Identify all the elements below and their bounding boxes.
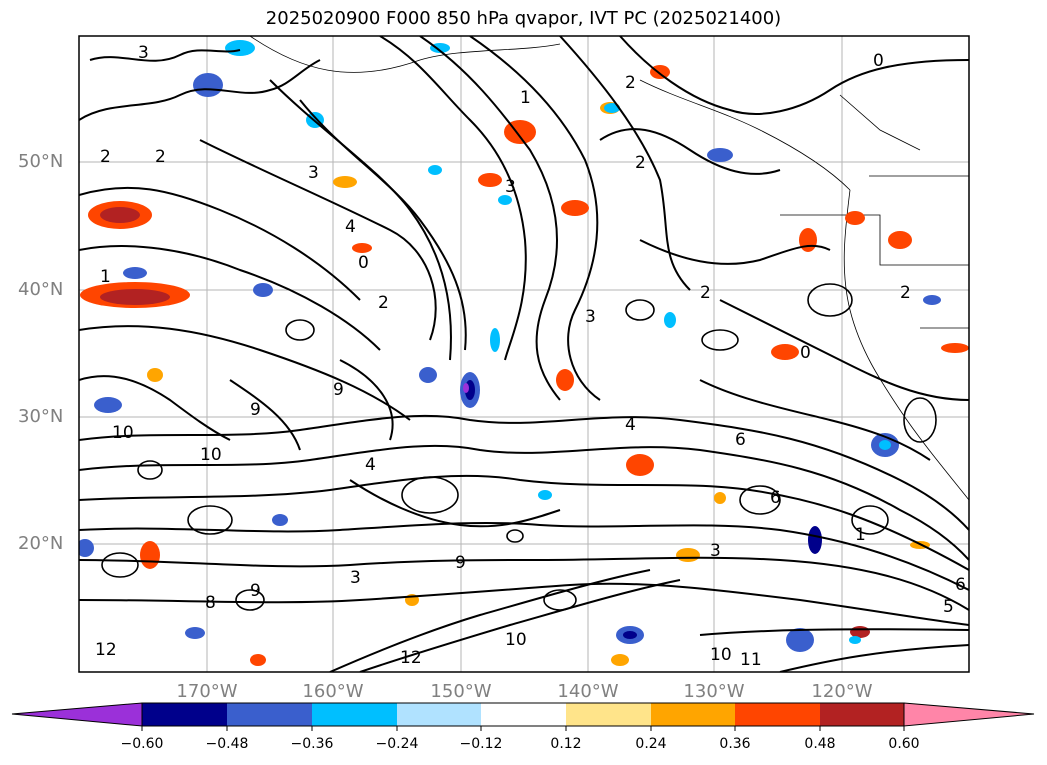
contour-label: 2 [155, 147, 166, 167]
contour-label: 1 [520, 88, 531, 108]
colorbar-tick-label: −0.48 [205, 736, 249, 752]
contour-label: 2 [378, 293, 389, 313]
contour-label: 3 [350, 568, 361, 588]
colorbar-tick-label: 0.60 [888, 736, 920, 752]
colorbar-segment [820, 703, 904, 726]
contour-label-group: 3 0 1 2 2 2 2 3 3 4 0 1 2 3 2 0 2 9 9 10… [95, 43, 966, 670]
contour-label: 0 [873, 51, 884, 71]
contour-label: 4 [625, 415, 636, 435]
lon-label-120w: 120°W [811, 681, 873, 702]
colorbar-segment [312, 703, 397, 726]
colorbar-segment [735, 703, 820, 726]
contour-label: 10 [505, 630, 527, 650]
colorbar-tick-label: 0.12 [550, 736, 582, 752]
contour-label: 2 [900, 283, 911, 303]
lat-label-50n: 50°N [18, 151, 64, 172]
contour-label: 8 [205, 593, 216, 613]
contour-label: 2 [700, 283, 711, 303]
contour-label: 1 [855, 525, 866, 545]
map-title: 2025020900 F000 850 hPa qvapor, IVT PC (… [265, 8, 782, 29]
colorbar-outline [141, 702, 905, 727]
colorbar-segment [566, 703, 651, 726]
lon-label-150w: 150°W [430, 681, 492, 702]
contour-label: 0 [800, 343, 811, 363]
lon-label-130w: 130°W [683, 681, 745, 702]
colorbar-segment [397, 703, 481, 726]
shading-patches [79, 40, 969, 666]
map-frame [78, 35, 970, 673]
contour-label: 3 [585, 307, 596, 327]
colorbar-tick-label: −0.24 [375, 736, 419, 752]
contour-label: 9 [333, 380, 344, 400]
contour-label: 1 [100, 267, 111, 287]
contour-label: 4 [365, 455, 376, 475]
colorbar-extend-max [903, 702, 1035, 727]
contour-cells [101, 283, 937, 611]
contour-label: 2 [635, 153, 646, 173]
contour-label: 10 [710, 645, 732, 665]
contour-label: 10 [112, 423, 134, 443]
contour-label: 3 [308, 163, 319, 183]
coastlines [249, 36, 969, 501]
contour-label: 4 [345, 217, 356, 237]
colorbar-segment [481, 703, 566, 726]
colorbar-tick-label: 0.36 [719, 736, 751, 752]
contour-label: 9 [250, 581, 261, 601]
colorbar-tick-label: 0.24 [635, 736, 667, 752]
map-content: 3 0 1 2 2 2 2 3 3 4 0 1 2 3 2 0 2 9 9 10… [79, 36, 969, 672]
lat-label-30n: 30°N [18, 406, 64, 427]
contour-label: 2 [625, 73, 636, 93]
contour-label: 3 [710, 541, 721, 561]
colorbar-segment [142, 703, 227, 726]
contour-label: 9 [455, 553, 466, 573]
contour-label: 10 [200, 445, 222, 465]
contour-label: 12 [95, 640, 117, 660]
lat-label-20n: 20°N [18, 533, 64, 554]
contour-label: 6 [955, 575, 966, 595]
contour-label: 6 [770, 488, 781, 508]
lon-label-170w: 170°W [176, 681, 238, 702]
contour-label: 11 [740, 650, 762, 670]
colorbar-segment [651, 703, 735, 726]
lat-label-40n: 40°N [18, 279, 64, 300]
contour-label: 5 [943, 597, 954, 617]
contour-label: 3 [138, 43, 149, 63]
colorbar-tick-label: −0.60 [120, 736, 164, 752]
colorbar-extend-min [11, 702, 143, 727]
contour-label: 2 [100, 147, 111, 167]
colorbar-tick-label: −0.36 [290, 736, 334, 752]
lon-label-140w: 140°W [557, 681, 619, 702]
contour-label: 3 [505, 177, 516, 197]
contour-lines [79, 36, 969, 672]
contour-label: 9 [250, 400, 261, 420]
contour-label: 0 [358, 253, 369, 273]
contour-label: 12 [400, 648, 422, 668]
lon-label-160w: 160°W [302, 681, 364, 702]
contour-label: 6 [735, 430, 746, 450]
colorbar-segment [227, 703, 312, 726]
colorbar-tick-label: 0.48 [804, 736, 836, 752]
colorbar [11, 702, 1035, 731]
colorbar-tick-label: −0.12 [459, 736, 503, 752]
